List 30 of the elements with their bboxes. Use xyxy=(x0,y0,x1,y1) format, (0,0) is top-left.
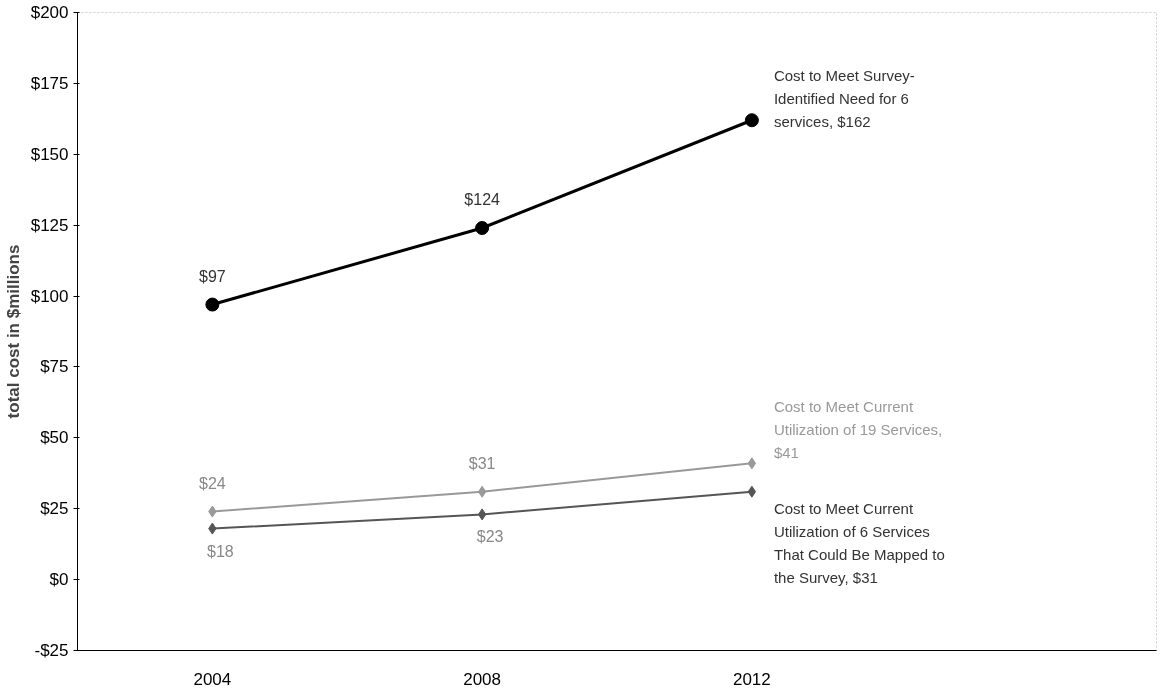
data-label: $23 xyxy=(476,528,504,546)
y-tick-label: $0 xyxy=(49,570,69,590)
x-tick-label: 2008 xyxy=(463,669,502,689)
y-tick-label: $100 xyxy=(30,286,69,306)
y-axis-title: total cost in $millions xyxy=(3,244,23,419)
x-tick-label: 2004 xyxy=(193,669,232,689)
data-label: $31 xyxy=(468,454,496,472)
y-tick-label: $175 xyxy=(30,73,69,93)
y-tick-label: $50 xyxy=(40,428,69,448)
data-label: Cost to Meet Survey-Identified Need for 6 services, $162 xyxy=(773,66,915,130)
data-label: Cost to Meet Current Utilization of 19 Services, $41 xyxy=(773,398,943,462)
point xyxy=(477,485,487,498)
y-tick-label: $200 xyxy=(30,3,69,22)
x-tick-label: 2012 xyxy=(732,669,771,689)
data-label: $124 xyxy=(464,191,501,208)
y-tick-label: -$25 xyxy=(34,641,69,660)
point xyxy=(747,485,757,498)
point xyxy=(744,113,759,128)
data-label: $97 xyxy=(199,267,226,285)
point xyxy=(477,508,487,521)
data-label: $24 xyxy=(199,474,226,492)
data-label: Cost to Meet Current Utilization of 6 Services That Could Be Mapped to the Survey, $31 xyxy=(773,499,945,586)
y-tick-label: $150 xyxy=(30,144,69,164)
point xyxy=(205,297,220,312)
data-label: $18 xyxy=(207,542,234,560)
y-tick-label: $25 xyxy=(40,499,69,519)
point xyxy=(747,457,757,470)
y-tick-label: $75 xyxy=(40,357,69,377)
y-tick-label: $125 xyxy=(30,215,69,235)
point xyxy=(475,221,490,235)
